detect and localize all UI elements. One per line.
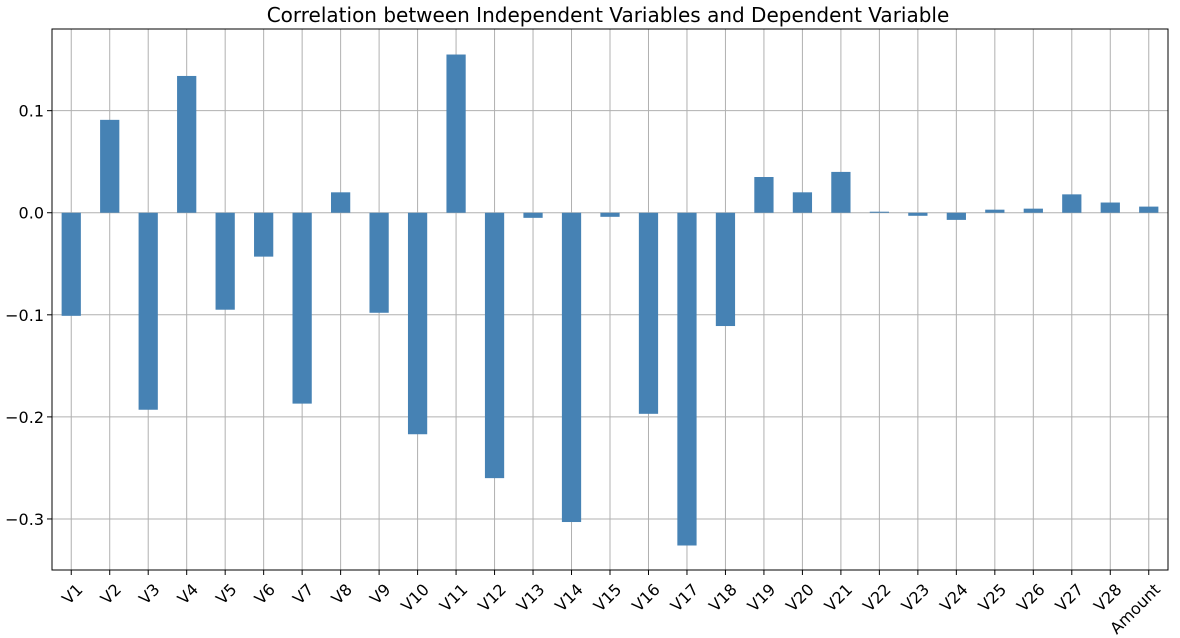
bar-v27 — [1062, 194, 1082, 213]
bar-v16 — [638, 212, 659, 414]
bar-v18 — [715, 212, 736, 327]
bar-v12 — [484, 212, 505, 479]
x-tick-label: V24 — [936, 580, 972, 616]
x-tick-label: V6 — [251, 580, 279, 608]
bar-v14 — [561, 212, 582, 523]
x-tick-label: V15 — [590, 580, 626, 616]
bar-v3 — [138, 212, 158, 410]
bar-v5 — [215, 212, 235, 310]
bar-v7 — [292, 212, 312, 404]
x-tick-label: V9 — [366, 580, 394, 608]
bar-v1 — [61, 212, 81, 316]
x-tick-label: V2 — [97, 580, 125, 608]
y-tick-label: 0.1 — [19, 102, 44, 121]
x-tick-label: V8 — [328, 580, 356, 608]
x-tick-label: V26 — [1013, 580, 1049, 616]
bar-v17 — [677, 212, 697, 546]
bar-v26 — [1023, 208, 1043, 213]
x-tick-label: V27 — [1052, 580, 1088, 616]
x-tick-label: V12 — [474, 580, 510, 616]
x-axis-ticks: V1 V2 V3 V4 V5 V6 V7 V8 V9 V10 V11 V12 V13 V14 V15 V16 V… — [58, 570, 1164, 638]
bar-v25 — [985, 209, 1005, 213]
bar-v11 — [446, 54, 466, 213]
x-tick-label: V20 — [782, 580, 818, 616]
chart-title: Correlation between Independent Variable… — [267, 3, 950, 27]
x-tick-label: V23 — [898, 580, 934, 616]
y-tick-label: −0.1 — [5, 306, 44, 325]
bar-v20 — [792, 192, 813, 213]
bar-v21 — [831, 171, 851, 213]
bar-v2 — [100, 119, 120, 213]
y-axis-ticks: 0.1 0.0 −0.1 −0.2 −0.3 — [5, 102, 52, 529]
bar-v4 — [177, 75, 197, 213]
y-tick-label: −0.3 — [5, 510, 44, 529]
bar-v28 — [1100, 202, 1120, 213]
bar-v19 — [754, 177, 774, 213]
x-tick-label: V16 — [628, 580, 664, 616]
bar-v8 — [331, 192, 351, 213]
x-tick-label: V5 — [212, 580, 240, 608]
bar-amount — [1139, 206, 1159, 213]
x-tick-label: V19 — [744, 580, 780, 616]
x-tick-label: V17 — [667, 580, 703, 616]
bar-v22 — [869, 211, 889, 213]
y-tick-label: 0.0 — [19, 204, 44, 223]
y-tick-label: −0.2 — [5, 408, 44, 427]
bar-v9 — [369, 212, 389, 313]
x-tick-label: V13 — [513, 580, 549, 616]
bar-v24 — [946, 212, 966, 220]
x-tick-label: V7 — [289, 580, 317, 608]
bar-v23 — [908, 212, 928, 216]
x-tick-label: V22 — [859, 580, 895, 616]
x-tick-label: V25 — [975, 580, 1011, 616]
x-tick-label: V3 — [135, 580, 163, 608]
bar-v10 — [407, 212, 428, 435]
x-tick-label: V11 — [436, 580, 472, 616]
x-tick-label: V21 — [821, 580, 857, 616]
bar-v6 — [254, 212, 274, 257]
x-tick-label: V1 — [58, 580, 86, 608]
x-tick-label: V14 — [551, 580, 587, 616]
x-tick-label: V4 — [174, 580, 202, 608]
bar-v15 — [600, 212, 620, 217]
x-tick-label: V18 — [705, 580, 741, 616]
bars — [61, 54, 1159, 546]
bar-v13 — [523, 212, 543, 218]
x-tick-label: V10 — [397, 580, 433, 616]
